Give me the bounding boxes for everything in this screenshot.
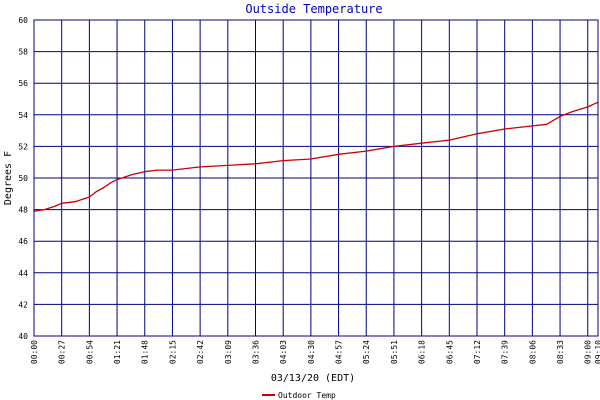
x-tick-label: 05:51 — [390, 340, 399, 364]
x-axis-label: 03/13/20 (EDT) — [271, 373, 355, 384]
y-tick-label: 48 — [18, 206, 28, 215]
x-tick-label: 04:30 — [307, 340, 316, 364]
x-tick-label: 06:18 — [418, 340, 427, 364]
series-line-outdoor-temp — [33, 101, 599, 212]
y-tick-label: 52 — [18, 142, 28, 151]
x-tick-label: 05:24 — [362, 340, 371, 364]
y-axis-label: Degrees F — [3, 151, 14, 205]
plot-frame — [33, 19, 599, 337]
chart-title: Outside Temperature — [245, 2, 382, 16]
x-tick-label: 01:48 — [141, 340, 150, 364]
y-tick-label: 58 — [18, 48, 28, 57]
y-tick-label: 50 — [18, 174, 28, 183]
x-tick-label: 06:45 — [445, 340, 454, 364]
y-tick-label: 40 — [18, 332, 28, 341]
x-tick-label: 09:00 — [584, 340, 593, 364]
x-tick-label: 03:09 — [224, 340, 233, 364]
series-layer — [33, 101, 599, 212]
x-tick-label: 08:06 — [528, 340, 537, 364]
y-tick-label: 44 — [18, 269, 28, 278]
y-tick-label: 56 — [18, 79, 28, 88]
y-tick-label: 54 — [18, 111, 28, 120]
x-tick-label: 01:21 — [113, 340, 122, 364]
x-tick-labels: 00:00 00:27 00:54 01:21 01:48 02:15 02:42 03:09… — [30, 340, 600, 364]
x-tick-label: 09:10 — [594, 340, 600, 364]
y-tick-label: 42 — [18, 300, 28, 309]
x-tick-label: 03:36 — [251, 340, 260, 364]
x-tick-label: 02:15 — [168, 340, 177, 364]
y-tick-label: 46 — [18, 237, 28, 246]
y-tick-label: 60 — [18, 16, 28, 25]
x-tick-label: 04:57 — [335, 340, 344, 364]
legend: Outdoor Temp — [262, 391, 336, 400]
legend-label: Outdoor Temp — [278, 391, 336, 400]
y-tick-labels: 40 42 44 46 48 50 52 54 56 58 60 — [18, 16, 28, 341]
x-tick-label: 08:33 — [556, 340, 565, 364]
x-tick-label: 07:12 — [473, 340, 482, 364]
x-tick-label: 00:54 — [85, 340, 94, 364]
x-tick-label: 00:00 — [30, 340, 39, 364]
x-tick-label: 07:39 — [501, 340, 510, 364]
x-tick-label: 00:27 — [58, 340, 67, 364]
x-tick-label: 04:03 — [279, 340, 288, 364]
x-tick-label: 02:42 — [196, 340, 205, 364]
